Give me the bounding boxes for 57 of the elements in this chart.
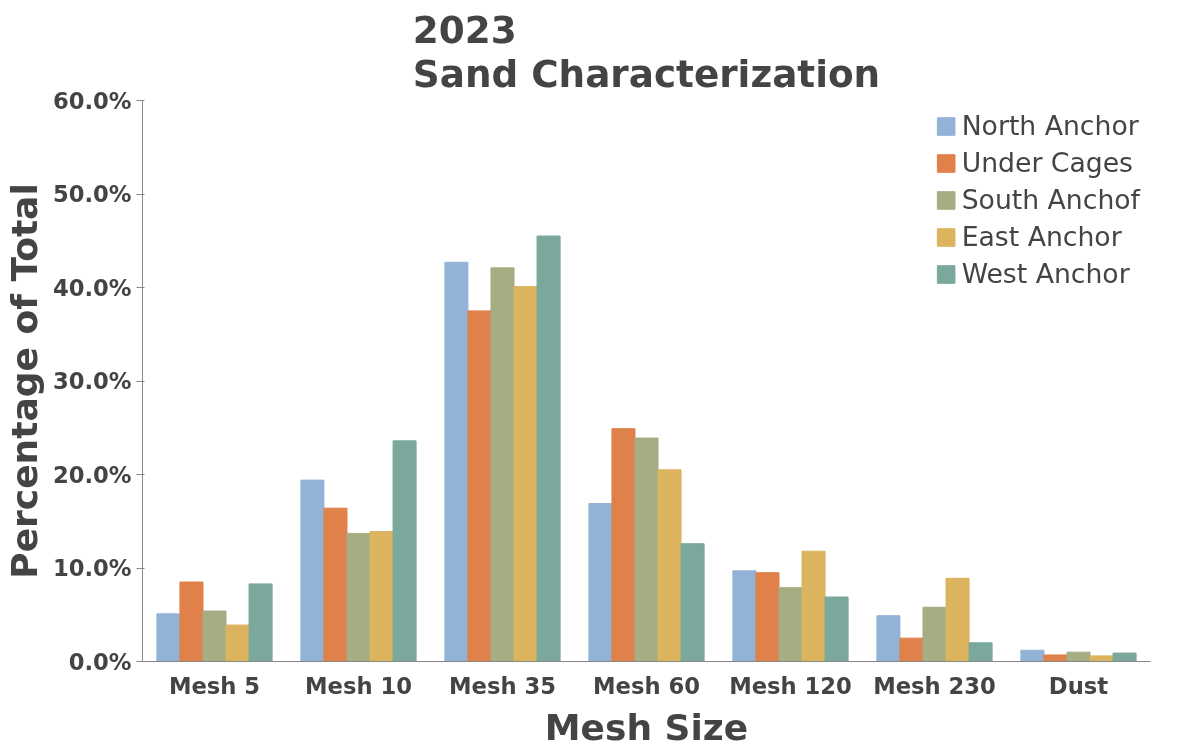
bar: [300, 479, 325, 662]
bar: [1043, 654, 1068, 662]
bar: [392, 440, 417, 662]
x-tick-label: Mesh 10: [305, 672, 412, 699]
x-tick-label: Dust: [1048, 672, 1109, 699]
bar: [1020, 649, 1045, 662]
bar: [922, 606, 947, 662]
x-tick-label: Mesh 230: [873, 672, 996, 699]
x-tick-label: Mesh 35: [449, 672, 556, 699]
y-tick-label: 40.0%: [52, 274, 132, 301]
bar: [490, 267, 515, 662]
bar: [634, 437, 659, 662]
bar: [369, 531, 394, 662]
bar: [179, 581, 204, 662]
y-tick-label: 20.0%: [52, 461, 132, 488]
y-tick-label: 50.0%: [52, 181, 132, 207]
bar: [202, 610, 227, 662]
y-tick-label: 10.0%: [52, 555, 132, 581]
bar: [945, 577, 970, 662]
bar: [824, 596, 849, 662]
bar: [1089, 655, 1114, 662]
bar: [467, 310, 492, 662]
bar: [1066, 651, 1091, 662]
bar: [1112, 652, 1137, 662]
y-tick-label: 0.0%: [68, 648, 132, 675]
bar: [755, 572, 780, 662]
bar: [444, 261, 469, 662]
y-axis-title: Percentage of Total: [3, 183, 45, 579]
bar: [680, 543, 705, 662]
legend-label: North Anchor: [961, 110, 1139, 141]
legend-label: Under Cages: [961, 147, 1133, 178]
legend-label: South Anchof: [961, 184, 1140, 215]
bar: [657, 469, 682, 662]
bar: [778, 587, 803, 662]
bar: [248, 583, 273, 662]
x-axis-title: Mesh Size: [544, 706, 749, 748]
bar: [536, 235, 561, 662]
bar: [732, 570, 757, 662]
bar: [801, 550, 826, 662]
bar: [899, 637, 924, 662]
x-tick-label: Mesh 60: [593, 672, 700, 699]
legend-label: East Anchor: [961, 221, 1122, 252]
y-tick-label: 30.0%: [52, 368, 132, 394]
x-tick-label: Mesh 120: [729, 672, 852, 699]
bar: [968, 642, 993, 662]
chart-title: 2023 Sand Characterization: [412, 7, 881, 96]
bar: [346, 532, 371, 662]
bar: [611, 428, 636, 662]
x-tick-label: Mesh 5: [168, 672, 261, 699]
bar: [513, 286, 538, 662]
y-tick-label: 60.0%: [52, 87, 132, 114]
bar: [225, 624, 250, 662]
bar: [156, 613, 181, 662]
bar: [588, 502, 613, 662]
bar: [323, 507, 348, 662]
legend-label: West Anchor: [961, 258, 1130, 289]
bar: [876, 615, 901, 662]
